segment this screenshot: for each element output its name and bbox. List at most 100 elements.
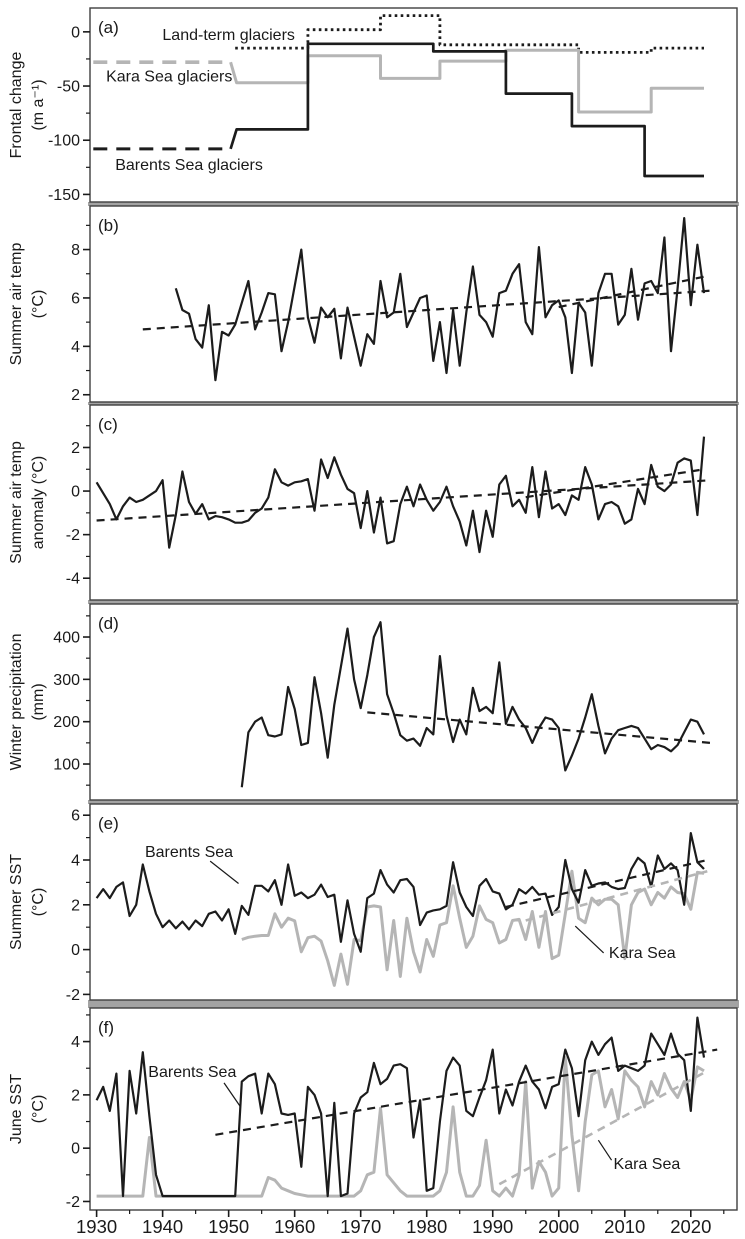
- panel-a-ytick-label: -100: [48, 133, 80, 150]
- separator-a-b: [88, 202, 739, 206]
- panel-a-ytick-label: -150: [48, 187, 80, 204]
- separator-b-c: [88, 402, 739, 405]
- panel-b-ytick-label: 4: [71, 339, 80, 356]
- panel-a-letter: (a): [98, 18, 119, 37]
- panel-e-frame: [89, 803, 738, 1001]
- panel-f-frame: [89, 1007, 738, 1211]
- panel-d-frame: [89, 603, 738, 801]
- panel-b-ytick-label: 8: [71, 242, 80, 259]
- series-recent-trend-1995-2022: [525, 468, 705, 499]
- panel-f: 4 2 0 -2 June SST (°C) (f) Barents Sea Kara Sea 1…: [8, 1007, 738, 1237]
- series-barents-sea-june-sst: [95, 1016, 706, 1198]
- series-barents-sea-sst-trend: [505, 858, 708, 909]
- annotation-leader-kara-sea: [597, 1139, 613, 1161]
- annotation-barents-sea: Barents Sea: [148, 1064, 236, 1081]
- panel-c-letter: (c): [98, 415, 118, 434]
- panel-d-letter: (d): [98, 614, 119, 633]
- series-summer-air-temperature: [174, 217, 706, 382]
- series-winter-precipitation: [240, 621, 705, 788]
- annotation-leader-kara-sea: [574, 925, 605, 954]
- panel-b-ylabel-line1: Summer air temp: [8, 243, 25, 366]
- panel-a: 0 -50 -100 -150 Frontal change (m a⁻¹) (a) Land…: [8, 7, 738, 204]
- panel-d-ytick-label: 200: [53, 714, 80, 731]
- xtick-label-2000: 2000: [538, 1216, 579, 1237]
- panel-e-ytick-label: 2: [71, 897, 80, 914]
- xtick-label-2010: 2010: [604, 1216, 645, 1237]
- series-summer-air-temperature-anomaly: [95, 436, 706, 554]
- panel-d-ylabel-line1: Winter precipitation: [8, 634, 25, 771]
- panel-c-ylabel-line1: Summer air temp: [8, 441, 25, 564]
- panel-c-ytick-label: -4: [66, 571, 80, 588]
- panel-b-ytick-label: 2: [71, 387, 80, 404]
- xtick-label-1950: 1950: [208, 1216, 249, 1237]
- panel-a-ytick-label: 0: [71, 24, 80, 41]
- panel-c: 2 0 -2 -4 Summer air temp anomaly (°C) (c): [8, 404, 738, 601]
- xtick-label-1940: 1940: [142, 1216, 183, 1237]
- panel-a-frame: [89, 7, 738, 203]
- panel-c-frame: [89, 404, 738, 601]
- separator-e-f: [88, 1000, 739, 1008]
- annotation-kara-sea: Kara Sea: [614, 1156, 681, 1173]
- xtick-label-1980: 1980: [406, 1216, 447, 1237]
- series-barents-sea-summer-sst: [95, 831, 705, 953]
- panel-b-ytick-label: 6: [71, 290, 80, 307]
- annotation-leader-barents-sea: [223, 1082, 242, 1108]
- panel-a-ytick-label: -50: [57, 79, 80, 96]
- series-trend-1930-2023: [96, 479, 711, 522]
- panel-e-ytick-label: -2: [66, 987, 80, 1004]
- series-kara-sea-summer-sst: [241, 869, 705, 987]
- series-trend-1937-2023: [142, 289, 711, 331]
- panel-f-ytick-label: -2: [66, 1194, 80, 1211]
- panel-f-ylabel-line1: June SST: [8, 1074, 25, 1144]
- panel-e-ytick-label: 4: [71, 853, 80, 870]
- panel-f-ylabel-line2: (°C): [30, 1095, 47, 1124]
- separator-c-d: [88, 600, 739, 604]
- panel-f-ytick-label: 4: [71, 1034, 80, 1051]
- xtick-label-1960: 1960: [274, 1216, 315, 1237]
- panel-c-ytick-label: 0: [71, 484, 80, 501]
- panel-d-ytick-label: 400: [53, 630, 80, 647]
- panel-e-ylabel-line1: Summer SST: [8, 854, 25, 950]
- panel-a-ylabel-line1: Frontal change: [8, 52, 25, 159]
- panel-f-ytick-label: 2: [71, 1087, 80, 1104]
- annotation-kara-sea-glaciers: Kara Sea glaciers: [106, 68, 232, 85]
- series-kara-sea-june-sst-trend: [498, 1069, 708, 1186]
- panel-c-ytick-label: -2: [66, 527, 80, 544]
- xtick-label-1930: 1930: [76, 1216, 117, 1237]
- series-recent-trend-2000-2022: [558, 275, 705, 309]
- xtick-label-1990: 1990: [472, 1216, 513, 1237]
- series-barents-sea-june-sst-trend: [215, 1048, 718, 1136]
- series-trend-1971-2023: [367, 711, 711, 744]
- panel-e: 6 4 2 0 -2 Summer SST (°C) (e) Barents Sea Kara S…: [8, 803, 738, 1004]
- panel-b-frame: [89, 205, 738, 403]
- series-kara-sea-sst-trend: [525, 869, 708, 922]
- annotation-leader-barents-sea: [209, 860, 239, 884]
- xtick-label-2020: 2020: [670, 1216, 711, 1237]
- panel-b-letter: (b): [98, 216, 119, 235]
- series-land-term-glaciers: [235, 14, 704, 54]
- panel-d-ytick-label: 300: [53, 672, 80, 689]
- panel-b: 2 4 6 8 Summer air temp (°C) (b): [8, 205, 738, 404]
- panel-f-ytick-label: 0: [71, 1141, 80, 1158]
- panel-f-letter: (f): [98, 1018, 114, 1037]
- panel-d-ytick-label: 100: [53, 757, 80, 774]
- panel-e-ylabel-line2: (°C): [30, 888, 47, 917]
- xtick-label-1970: 1970: [340, 1216, 381, 1237]
- annotation-kara-sea: Kara Sea: [609, 945, 676, 962]
- panel-a-ylabel-line2: (m a⁻¹): [30, 79, 47, 130]
- annotation-land-term-glaciers: Land-term glaciers: [162, 27, 295, 44]
- panel-e-ytick-label: 0: [71, 942, 80, 959]
- panel-e-letter: (e): [98, 814, 119, 833]
- annotation-barents-sea-glaciers: Barents Sea glaciers: [115, 157, 263, 174]
- panel-e-ytick-label: 6: [71, 808, 80, 825]
- panel-c-ylabel-line2: anomaly (°C): [30, 456, 47, 550]
- separator-d-e: [88, 800, 739, 804]
- panel-d: 400 300 200 100 Winter precipitation (mm) (d): [8, 603, 738, 801]
- annotation-barents-sea: Barents Sea: [145, 844, 233, 861]
- panel-b-ylabel-line2: (°C): [30, 290, 47, 319]
- panel-d-ylabel-line2: (mm): [30, 683, 47, 720]
- series-barents-sea-glaciers: [229, 42, 704, 178]
- panel-c-ytick-label: 2: [71, 440, 80, 457]
